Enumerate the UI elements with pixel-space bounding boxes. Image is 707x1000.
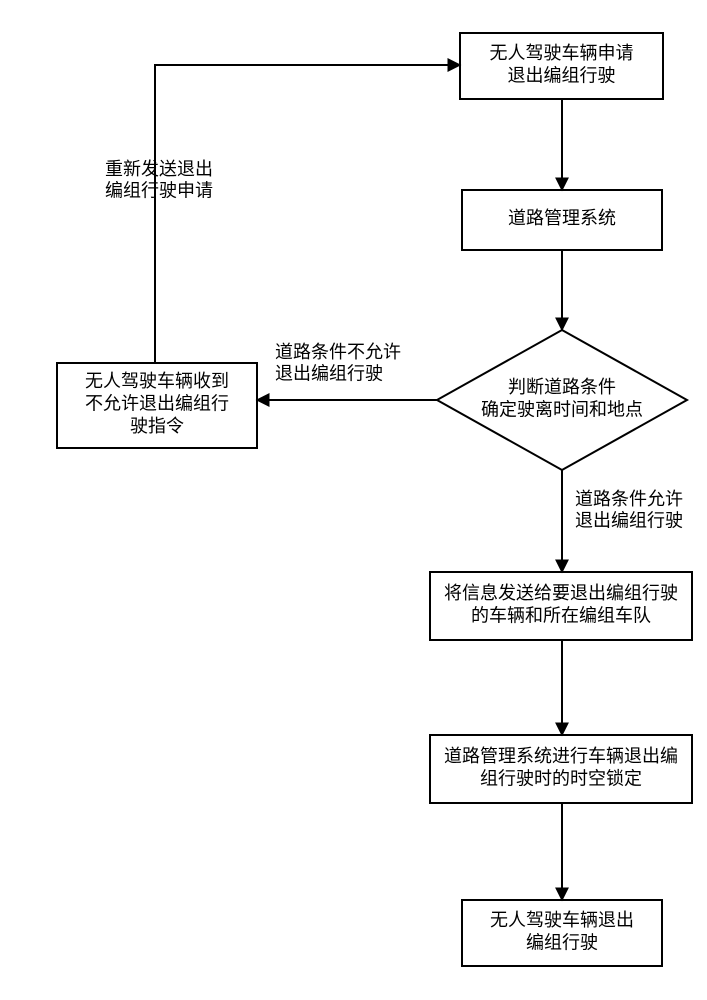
node-text: 不允许退出编组行 xyxy=(85,394,229,414)
node-text: 无人驾驶车辆退出 xyxy=(490,910,634,930)
edge-label: 道路条件不允许 xyxy=(275,342,401,362)
node-text: 无人驾驶车辆收到 xyxy=(85,371,229,391)
edge-label: 道路条件允许 xyxy=(575,489,683,509)
edge-label: 编组行驶申请 xyxy=(105,181,213,201)
node-text: 道路管理系统进行车辆退出编 xyxy=(444,746,678,766)
edge-label: 退出编组行驶 xyxy=(575,511,683,531)
node-text: 的车辆和所在编组车队 xyxy=(471,605,651,625)
node-text: 退出编组行驶 xyxy=(508,65,616,85)
node-text: 无人驾驶车辆申请 xyxy=(490,43,634,63)
node-text: 判断道路条件 xyxy=(508,377,616,397)
node-text: 确定驶离时间和地点 xyxy=(481,399,643,419)
node-text: 道路管理系统 xyxy=(508,208,616,228)
node-text: 将信息发送给要退出编组行驶 xyxy=(444,583,678,603)
flow-edge-6 xyxy=(155,65,460,363)
node-text: 组行驶时的时空锁定 xyxy=(480,768,642,788)
node-text: 驶指令 xyxy=(130,416,184,436)
edge-label: 退出编组行驶 xyxy=(275,364,383,384)
node-text: 编组行驶 xyxy=(526,932,598,952)
edge-label: 重新发送退出 xyxy=(105,159,213,179)
